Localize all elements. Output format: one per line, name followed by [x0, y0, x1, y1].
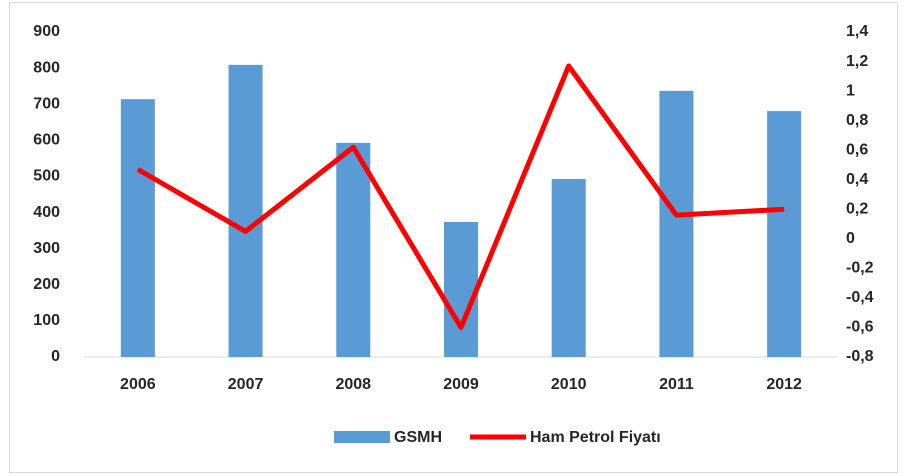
y-tick-label: 200	[33, 276, 60, 293]
legend-swatch	[334, 431, 390, 443]
y2-tick-label: 0	[846, 230, 855, 247]
y-tick-label: 500	[33, 168, 60, 185]
bar	[336, 142, 371, 357]
bar	[659, 90, 694, 357]
y2-tick-label: -0,2	[846, 260, 874, 277]
y-tick-label: 700	[33, 95, 60, 112]
y2-tick-label: 0,8	[846, 112, 868, 129]
y2-tick-label: -0,4	[846, 289, 874, 306]
y-tick-label: 800	[33, 59, 60, 76]
x-tick-label: 2006	[120, 376, 156, 393]
x-tick-label: 2011	[659, 376, 694, 393]
y2-tick-label: -0,8	[846, 348, 874, 365]
x-tick-label: 2008	[335, 376, 371, 393]
y-tick-label: 900	[33, 23, 60, 40]
y2-tick-label: -0,6	[846, 319, 874, 336]
bar	[767, 111, 802, 357]
bar	[120, 99, 155, 358]
y2-tick-label: 1	[846, 82, 855, 99]
x-tick-label: 2007	[228, 376, 264, 393]
y2-tick-label: 1,2	[846, 53, 868, 70]
x-tick-label: 2012	[766, 376, 802, 393]
bar	[228, 64, 263, 357]
bar	[444, 221, 478, 357]
y2-tick-label: 0,4	[846, 171, 868, 188]
y2-tick-label: 0,6	[846, 141, 868, 158]
bar	[551, 178, 586, 357]
y2-tick-label: 1,4	[846, 23, 868, 40]
legend-label: GSMH	[394, 429, 442, 446]
y-tick-label: 100	[33, 312, 60, 329]
x-tick-label: 2010	[551, 376, 587, 393]
y-tick-label: 400	[33, 204, 60, 221]
legend-label: Ham Petrol Fiyatı	[530, 429, 661, 446]
y-tick-label: 0	[51, 348, 60, 365]
line	[136, 63, 785, 330]
x-tick-label: 2009	[443, 376, 479, 393]
y2-tick-label: 0,2	[846, 200, 868, 217]
y-tick-label: 600	[33, 132, 60, 149]
y-tick-label: 300	[33, 240, 60, 257]
